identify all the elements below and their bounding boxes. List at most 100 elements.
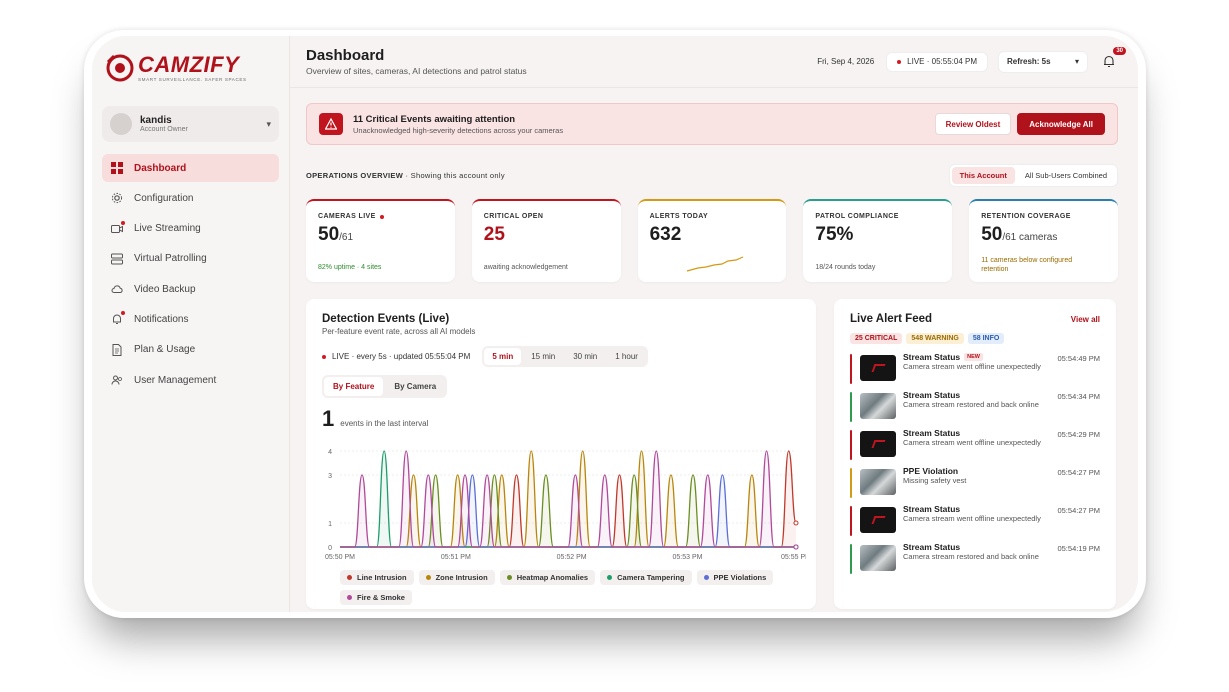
sidebar-item-label: Virtual Patrolling — [134, 253, 207, 265]
alert-item[interactable]: PPE Violation Missing safety vest 05:54:27… — [850, 466, 1100, 502]
kpi-footnote: 18/24 rounds today — [815, 264, 876, 271]
range-30-min-button[interactable]: 30 min — [573, 352, 598, 361]
alert-item[interactable]: Stream Status NEW Camera stream went offli… — [850, 352, 1100, 388]
legend-label: PPE Violations — [713, 573, 767, 582]
critical-count-chip[interactable]: 25 CRITICAL — [850, 333, 903, 344]
info-count-chip[interactable]: 58 INFO — [967, 333, 1005, 344]
scope-this-account-button[interactable]: This Account — [951, 166, 1015, 184]
sidebar-item-label: Live Streaming — [134, 223, 201, 235]
sidebar-item-label: Plan & Usage — [134, 344, 196, 356]
range-1-hour-button[interactable]: 1 hour — [615, 352, 638, 361]
kpi-cameras-live[interactable]: CAMERAS LIVE 50/61 82% uptime · 4 sites — [306, 199, 455, 282]
sidebar-item-plan-usage[interactable]: Plan & Usage — [102, 336, 279, 364]
legend-item[interactable]: Line Intrusion — [340, 570, 414, 585]
legend-item[interactable]: Fire & Smoke — [340, 590, 412, 605]
sidebar-item-configuration[interactable]: Configuration — [102, 184, 279, 212]
kpi-alerts-today[interactable]: ALERTS TODAY 632 — [637, 199, 787, 282]
scope-all-sub-users-button[interactable]: All Sub-Users Combined — [1024, 170, 1107, 180]
alert-description: Camera stream went offline unexpectedly — [903, 362, 1041, 371]
x-tick-label: 05:53 PM — [672, 554, 702, 561]
y-tick-label: 0 — [328, 545, 332, 552]
camera-thumbnail — [860, 431, 896, 457]
camera-thumbnail — [860, 545, 896, 571]
legend-item[interactable]: Heatmap Anomalies — [499, 570, 596, 585]
legend-item[interactable]: PPE Violations — [696, 570, 774, 585]
camera-logo-icon — [106, 54, 134, 82]
alert-title: Stream Status — [903, 428, 961, 438]
chart-legend: Line Intrusion Zone Intrusion Heatmap Anom… — [340, 570, 810, 605]
users-icon — [110, 373, 124, 387]
critical-alert-banner: 11 Critical Events awaiting attention Un… — [306, 103, 1118, 145]
sidebar-item-video-backup[interactable]: Video Backup — [102, 275, 279, 303]
range-5-min-button[interactable]: 5 min — [484, 348, 522, 365]
alert-item[interactable]: Stream Status Camera stream went offline … — [850, 428, 1100, 464]
live-dot-icon — [897, 59, 902, 64]
notifications-button[interactable]: 30 — [1102, 46, 1126, 70]
by-feature-tab[interactable]: By Feature — [324, 377, 384, 396]
legend-label: Camera Tampering — [617, 573, 685, 582]
alert-description: Missing safety vest — [903, 476, 967, 485]
main-content: Dashboard Overview of sites, cameras, AI… — [290, 36, 1138, 612]
sidebar-nav: Dashboard Configuration Live Streaming V… — [102, 154, 279, 394]
account-role: Account Owner — [140, 126, 188, 133]
live-status-text: LIVE · every 5s · updated 05:55:04 PM — [332, 352, 471, 361]
alert-title: Stream Status — [903, 390, 961, 400]
detection-subtitle: Per-feature event rate, across all AI mo… — [322, 327, 476, 336]
kpi-retention-coverage[interactable]: RETENTION COVERAGE 50/61 cameras 11 came… — [969, 199, 1118, 282]
kpi-label: PATROL COMPLIANCE — [815, 213, 899, 220]
kpi-critical-open[interactable]: CRITICAL OPEN 25 awaiting acknowledgemen… — [471, 199, 621, 282]
chevron-down-icon: ▾ — [1074, 57, 1079, 66]
sidebar-item-notifications[interactable]: Notifications — [102, 305, 279, 333]
x-tick-label: 05:52 PM — [557, 554, 587, 561]
by-camera-tab[interactable]: By Camera — [394, 382, 437, 391]
live-clock-text: LIVE · 05:55:04 PM — [907, 57, 977, 66]
legend-item[interactable]: Camera Tampering — [600, 570, 692, 585]
kpi-footnote: awaiting acknowledgement — [483, 264, 568, 271]
alert-item[interactable]: Stream Status Camera stream restored and … — [850, 542, 1100, 578]
brand-logo[interactable]: CAMZIFY SMART SURVEILLANCE. SAFER SPACES — [106, 50, 279, 86]
alert-time: 05:54:27 PM — [1057, 506, 1100, 515]
kpi-label: CAMERAS LIVE — [318, 213, 376, 220]
current-date: Fri, Sep 4, 2026 — [817, 57, 875, 66]
camera-thumbnail — [860, 355, 896, 381]
account-switcher[interactable]: kandis Account Owner ▾ — [102, 106, 279, 142]
y-tick-label: 4 — [328, 449, 332, 456]
review-oldest-button[interactable]: Review Oldest — [934, 113, 1012, 135]
severity-bar — [850, 544, 852, 574]
sidebar-item-dashboard[interactable]: Dashboard — [102, 154, 279, 182]
bell-icon — [110, 311, 125, 326]
view-toggle: By Feature By Camera — [322, 375, 448, 398]
sidebar-item-virtual-patrolling[interactable]: Virtual Patrolling — [102, 245, 279, 273]
warning-count-chip[interactable]: 548 WARNING — [906, 333, 964, 344]
legend-swatch — [347, 575, 352, 580]
view-all-link[interactable]: View all — [1070, 314, 1100, 324]
refresh-select[interactable]: Refresh: 5s ▾ — [998, 50, 1088, 73]
acknowledge-all-button[interactable]: Acknowledge All — [1017, 113, 1105, 135]
range-15-min-button[interactable]: 15 min — [531, 352, 556, 361]
app-screen: CAMZIFY SMART SURVEILLANCE. SAFER SPACES… — [92, 36, 1138, 612]
alert-time: 05:54:34 PM — [1057, 392, 1100, 401]
legend-label: Heatmap Anomalies — [516, 573, 589, 582]
device-frame: CAMZIFY SMART SURVEILLANCE. SAFER SPACES… — [84, 30, 1146, 618]
sidebar-item-live-streaming[interactable]: Live Streaming — [102, 215, 279, 243]
alert-subtitle: Unacknowledged high-severity detections … — [353, 125, 564, 135]
alert-item[interactable]: Stream Status Camera stream went offline … — [850, 504, 1100, 540]
alert-description: Camera stream restored and back online — [903, 400, 1039, 409]
operations-overview-row: OPERATIONS OVERVIEW · Showing this accou… — [306, 163, 1118, 187]
alert-item[interactable]: Stream Status Camera stream restored and … — [850, 390, 1100, 426]
kpi-label: RETENTION COVERAGE — [981, 213, 1071, 220]
account-name: kandis — [140, 115, 172, 126]
warning-icon — [319, 113, 343, 135]
series-end-point — [793, 520, 799, 526]
kpi-value: 50 — [981, 224, 1003, 245]
legend-label: Zone Intrusion — [435, 573, 488, 582]
kpi-label: ALERTS TODAY — [649, 213, 709, 220]
severity-bar — [850, 392, 852, 422]
sidebar-item-label: Dashboard — [134, 162, 187, 174]
legend-swatch — [506, 575, 512, 580]
camera-thumbnail — [860, 469, 896, 495]
kpi-patrol-compliance[interactable]: PATROL COMPLIANCE 75% 18/24 rounds today — [803, 199, 953, 282]
sidebar-item-user-management[interactable]: User Management — [102, 366, 279, 394]
sidebar-item-label: Notifications — [134, 313, 189, 325]
legend-item[interactable]: Zone Intrusion — [418, 570, 495, 585]
